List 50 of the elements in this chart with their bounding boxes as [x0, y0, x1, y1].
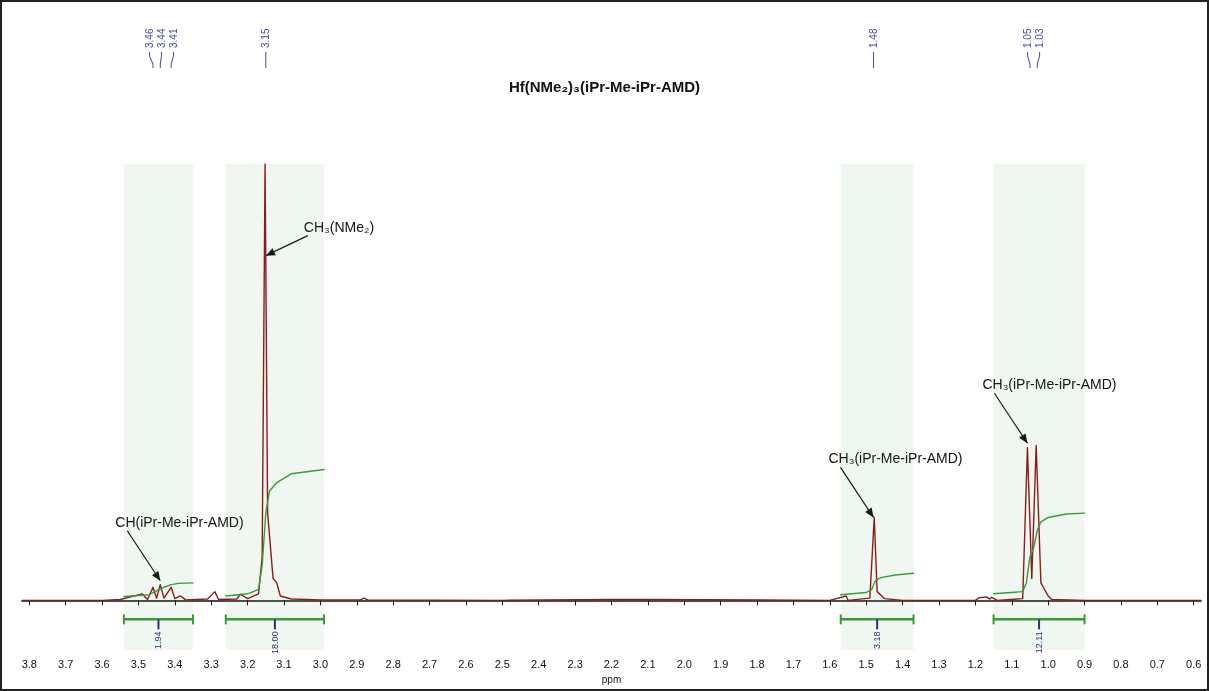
band-label: 3.18: [872, 631, 883, 649]
x-tick-label: 0.6: [1186, 657, 1202, 670]
x-tick-label: 2.3: [567, 657, 583, 670]
x-tick-label: 2.8: [385, 657, 401, 670]
ref-line-label: 1.03: [1034, 28, 1046, 48]
x-tick-label: 2.6: [458, 657, 474, 670]
ref-line-label: 3.44: [155, 28, 167, 48]
x-tick-label: 0.7: [1149, 657, 1165, 670]
x-tick-label: 3.1: [276, 657, 292, 670]
x-tick-label: 1.5: [858, 657, 874, 670]
x-tick-label: 3.0: [312, 657, 329, 670]
annotation: CH₃(NMe₂): [303, 218, 375, 235]
x-tick-label: 3.3: [203, 657, 219, 670]
x-tick-label: 1.2: [967, 657, 984, 670]
x-tick-label: 3.2: [239, 657, 256, 670]
x-tick-label: 1.8: [749, 657, 765, 670]
ref-line-label: 3.41: [167, 28, 179, 48]
x-axis-title: ppm: [601, 673, 622, 685]
x-tick-label: 0.9: [1076, 657, 1093, 670]
chart-title: Hf(NMe₂)₃(iPr-Me-iPr-AMD): [508, 78, 701, 95]
annotation: CH₃(iPr-Me-iPr-AMD): [828, 450, 963, 467]
band-label: 1.94: [153, 631, 164, 649]
x-tick-label: 2.1: [640, 657, 656, 670]
x-tick-label: 2.4: [531, 657, 547, 670]
x-tick-label: 1.6: [822, 657, 838, 670]
ref-line-label: 1.48: [868, 28, 879, 48]
x-tick-label: 2.0: [676, 657, 692, 670]
x-tick-label: 2.5: [494, 657, 510, 670]
ref-line-label: 3.15: [260, 28, 272, 48]
x-tick-label: 3.6: [94, 657, 110, 670]
x-tick-label: 0.8: [1113, 657, 1129, 670]
x-tick-label: 1.1: [1004, 657, 1020, 670]
x-tick-label: 1.7: [785, 657, 802, 670]
ref-line-label: 3.46: [143, 28, 155, 48]
x-tick-label: 2.7: [421, 657, 438, 670]
x-tick-label: 3.8: [21, 657, 37, 670]
ref-line-label: 1.05: [1022, 28, 1034, 48]
x-tick-label: 2.2: [603, 657, 620, 670]
annotation: CH(iPr-Me-iPr-AMD): [115, 513, 244, 530]
band-label: 12.11: [1034, 631, 1045, 654]
x-tick-label: 1.0: [1040, 657, 1056, 670]
x-tick-label: 3.4: [167, 657, 183, 670]
x-tick-label: 3.7: [58, 657, 74, 670]
x-tick-label: 2.9: [349, 657, 365, 670]
annotation: CH₃(iPr-Me-iPr-AMD): [982, 376, 1117, 393]
x-tick-label: 1.4: [894, 657, 911, 670]
x-tick-label: 1.3: [931, 657, 947, 670]
x-tick-label: 3.5: [130, 657, 147, 670]
band-label: 18.00: [269, 631, 280, 654]
x-tick-label: 1.9: [713, 657, 729, 670]
